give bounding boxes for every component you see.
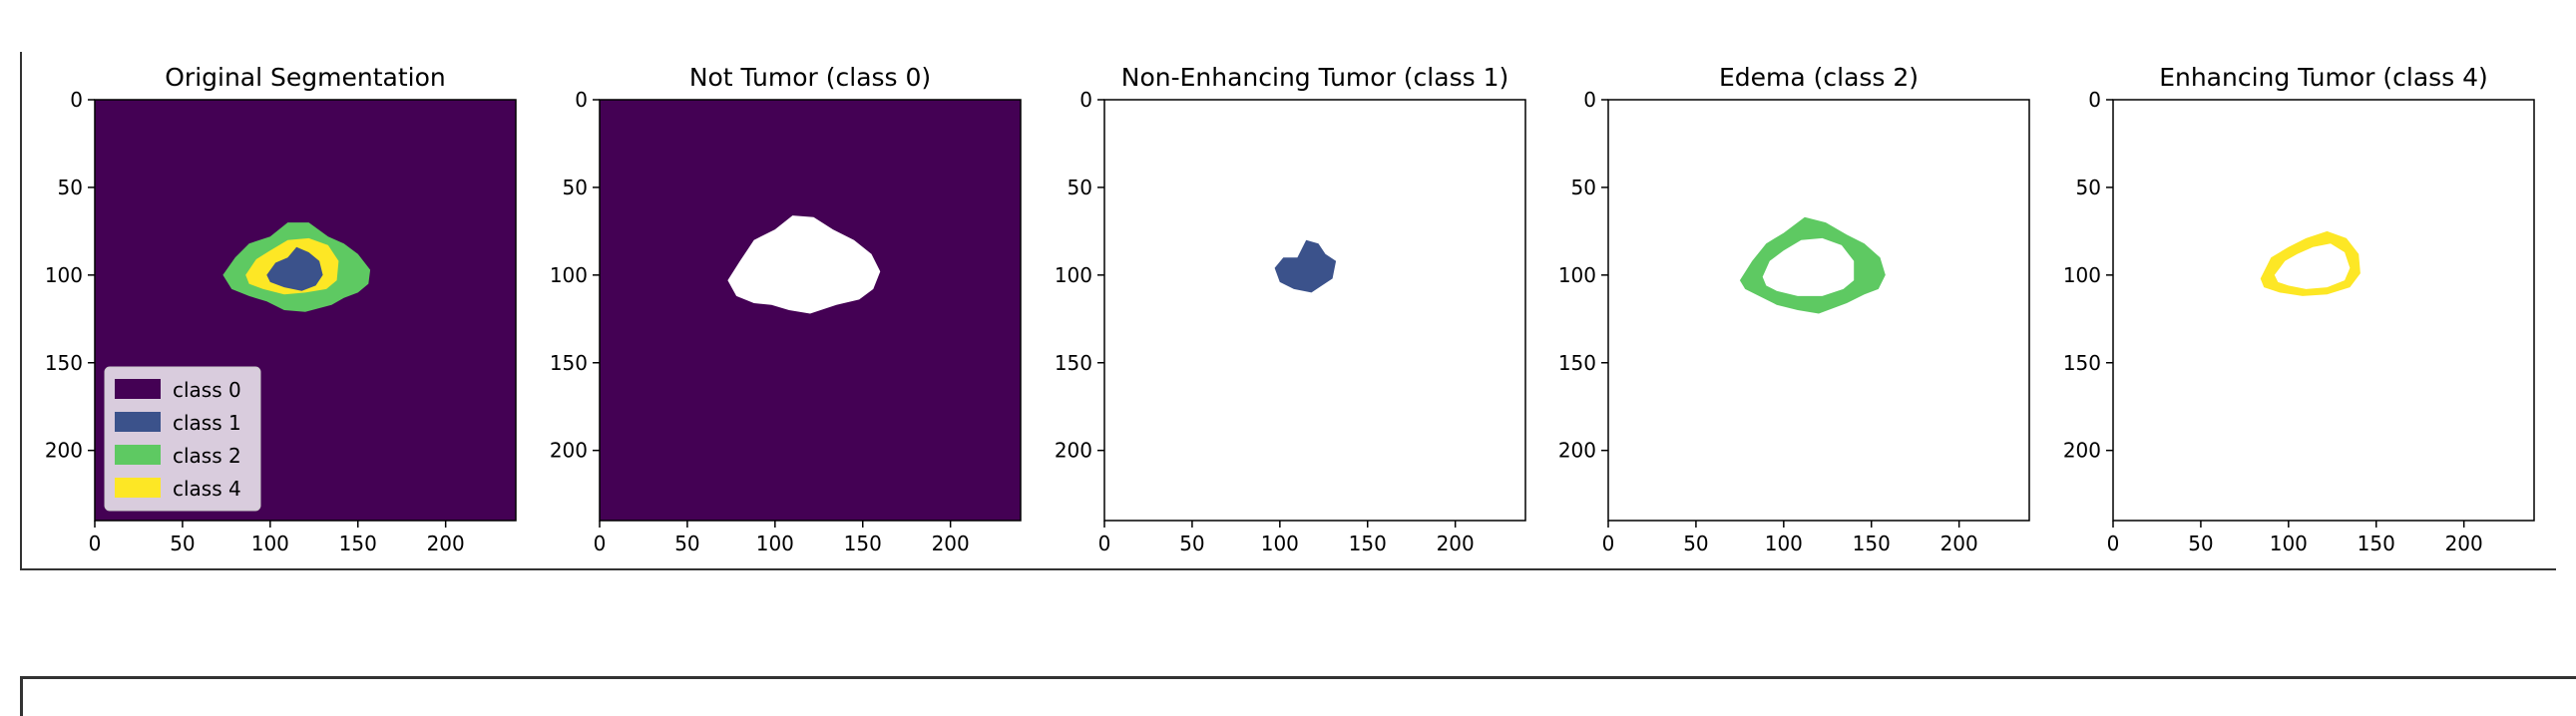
y-tick-label: 50 [2076,176,2101,199]
x-tick-label: 150 [1349,532,1387,555]
axes-frame [2112,99,2535,522]
y-tick-label: 100 [1558,263,1596,287]
y-tick-label: 200 [1055,439,1092,463]
x-tick-label: 150 [2358,532,2395,555]
x-tick-label: 50 [2188,532,2213,555]
y-tick-label: 200 [45,439,83,463]
region-class-1 [266,246,323,291]
panel-not-tumor-class-0: Not Tumor (class 0) 0 50 100 150 200 0 50 100 150… [550,63,1022,555]
y-tick-label: 0 [575,88,588,112]
y-tick-label: 150 [550,351,588,375]
region-class-1 [1274,239,1337,293]
panel-title: Non-Enhancing Tumor (class 1) [1121,63,1508,92]
y-tick-label: 200 [2063,439,2101,463]
x-tick-label: 100 [1765,532,1803,555]
y-tick-label: 100 [2063,263,2101,287]
x-tick-label: 50 [1179,532,1204,555]
y-tick-label: 100 [550,263,588,287]
panel-enhancing-tumor-class-4: Enhancing Tumor (class 4) 0 50 100 150 200 0 50… [2063,63,2535,555]
legend-swatch-class-1 [115,412,161,432]
x-tick-label: 50 [674,532,699,555]
next-notebook-cell[interactable] [20,676,2576,716]
legend-label-class-4: class 4 [173,477,241,501]
x-tick-label: 50 [1683,532,1708,555]
y-tick-label: 100 [45,263,83,287]
x-tick-label: 200 [1940,532,1978,555]
y-tick-label: 150 [45,351,83,375]
axes-frame [1607,99,2030,522]
legend-label-class-1: class 1 [173,411,241,435]
y-tick-label: 150 [1558,351,1596,375]
x-tick-label: 50 [170,532,195,555]
panel-background [1104,100,1525,521]
legend-swatch-class-0 [115,379,161,399]
panel-title: Enhancing Tumor (class 4) [2159,63,2488,92]
legend-box [104,366,261,512]
x-tick-label: 100 [251,532,289,555]
y-tick-label: 0 [2088,88,2101,112]
panel-background [2113,100,2534,521]
panel-title: Original Segmentation [165,63,445,92]
output-bottom-border [20,568,2556,570]
legend-swatch-class-2 [115,445,161,465]
x-tick-label: 150 [339,532,377,555]
region-class-2 [1739,216,1886,314]
y-tick-label: 50 [563,176,588,199]
legend-label-class-0: class 0 [173,378,241,402]
legend-label-class-2: class 2 [173,444,241,468]
region-class-4 [2260,230,2361,296]
y-tick-label: 200 [1558,439,1596,463]
panel-edema-class-2: Edema (class 2) 0 50 100 150 200 0 50 100 150 200 [1558,63,2030,555]
x-tick-label: 150 [1853,532,1891,555]
x-tick-label: 100 [756,532,794,555]
axes-frame [1103,99,1526,522]
output-cell: Original Segmentation 0 50 100 150 200 0 50 100 1… [20,52,2556,570]
x-tick-label: 200 [1437,532,1475,555]
panel-title: Edema (class 2) [1719,63,1919,92]
x-tick-label: 0 [89,532,102,555]
x-tick-label: 0 [1098,532,1111,555]
x-tick-label: 150 [844,532,882,555]
y-tick-label: 50 [1068,176,1092,199]
y-tick-label: 0 [1583,88,1596,112]
y-tick-label: 0 [1079,88,1092,112]
x-tick-label: 200 [427,532,465,555]
legend-swatch-class-4 [115,478,161,498]
y-tick-label: 200 [550,439,588,463]
panel-non-enhancing-tumor-class-1: Non-Enhancing Tumor (class 1) 0 50 100 150 20… [1055,63,1526,555]
x-tick-label: 200 [2445,532,2483,555]
x-tick-label: 100 [2270,532,2308,555]
y-tick-label: 50 [58,176,83,199]
y-tick-label: 0 [70,88,83,112]
segmentation-figure: Original Segmentation 0 50 100 150 200 0 50 100 1… [45,63,2535,555]
axes-frame [599,99,1022,522]
y-tick-label: 150 [2063,351,2101,375]
y-tick-label: 150 [1055,351,1092,375]
axes-frame [94,99,517,522]
legend: class 0 class 1 class 2 class 4 [104,366,261,512]
panel-original-segmentation: Original Segmentation 0 50 100 150 200 0 50 100 1… [45,63,517,555]
region-tumor [727,215,881,314]
x-tick-label: 0 [594,532,607,555]
y-tick-label: 50 [1571,176,1596,199]
panel-title: Not Tumor (class 0) [689,63,931,92]
x-tick-label: 200 [932,532,970,555]
y-tick-label: 100 [1055,263,1092,287]
x-tick-label: 0 [2107,532,2120,555]
x-tick-label: 100 [1261,532,1299,555]
output-left-border [20,52,22,570]
x-tick-label: 0 [1602,532,1615,555]
